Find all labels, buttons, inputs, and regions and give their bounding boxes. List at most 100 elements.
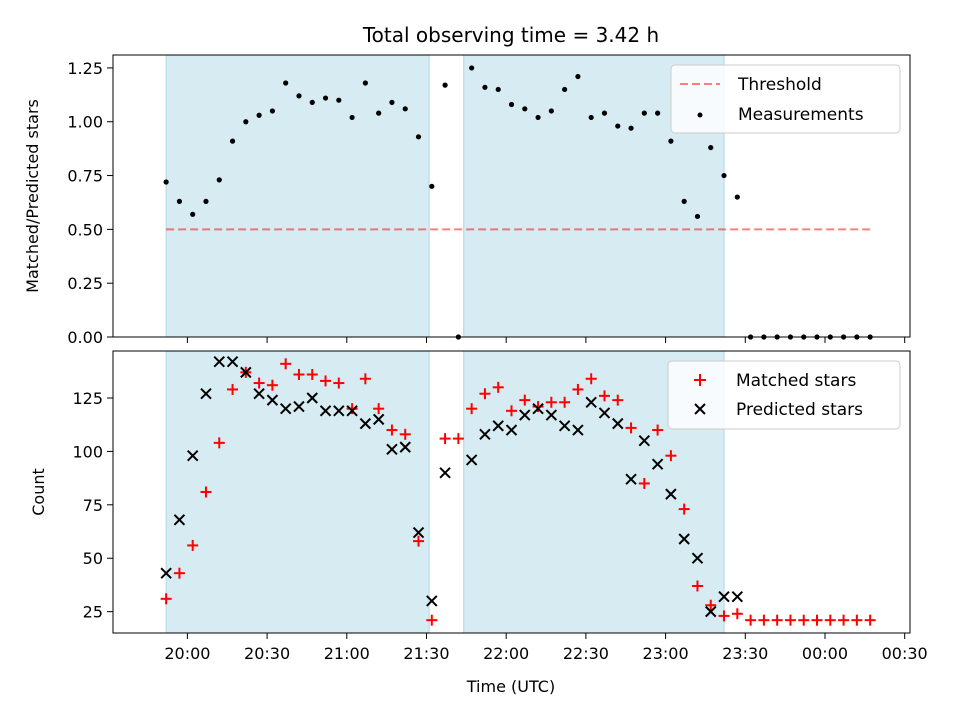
- measurement-point: [429, 183, 435, 189]
- measurement-point: [349, 114, 355, 121]
- predicted-star-point: [412, 526, 425, 539]
- matched-star-point: [784, 614, 796, 626]
- y-tick-label: 100: [72, 442, 103, 461]
- predicted-star-point: [532, 402, 544, 415]
- predicted-star-point: [160, 567, 172, 579]
- shaded-interval: [165, 54, 430, 338]
- bottom-panel: 25 50 75 100 125 20:00 20:30 21:00 21:30 22:00 22…: [29, 350, 928, 663]
- measurement-point: [163, 179, 169, 185]
- predicted-star-point: [678, 533, 690, 545]
- measurement-point: [615, 123, 621, 129]
- legend-predicted-swatch: [694, 403, 706, 415]
- matched-star-point: [824, 614, 836, 626]
- measurement-point: [734, 194, 740, 200]
- predicted-star-point: [319, 405, 332, 417]
- measurement-point: [655, 110, 661, 116]
- predicted-star-point: [651, 458, 664, 470]
- predicted-star-point: [585, 396, 597, 408]
- predicted-star-point: [359, 417, 372, 430]
- legend-measurements-label: Measurements: [738, 105, 864, 125]
- matched-star-point: [585, 373, 597, 385]
- predicted-star-point: [731, 590, 744, 603]
- matched-star-point: [346, 403, 358, 415]
- matched-star-point: [731, 608, 743, 620]
- top-y-axis-label: Matched/Predicted stars: [23, 99, 42, 293]
- measurement-point: [588, 114, 594, 121]
- matched-star-point: [466, 403, 478, 415]
- predicted-star-point: [279, 402, 292, 415]
- top-panel: 0.00 0.25 0.50 0.75 1.00 1.25 Matched/Predict…: [23, 54, 911, 347]
- matched-star-point: [399, 428, 411, 440]
- matched-star-point: [320, 375, 332, 387]
- matched-star-point: [598, 390, 610, 402]
- measurement-point: [694, 213, 701, 220]
- legend-threshold-label: Threshold: [737, 75, 822, 95]
- matched-star-point: [200, 486, 212, 498]
- predicted-star-point: [598, 407, 611, 419]
- x-tick-label: 20:00: [164, 644, 210, 663]
- measurement-point: [575, 73, 581, 80]
- top-legend: Threshold Measurements: [670, 64, 901, 134]
- measurement-point: [721, 172, 727, 179]
- x-tick-label: 23:30: [722, 644, 768, 663]
- matched-star-point: [359, 373, 371, 385]
- predicted-star-point: [333, 405, 345, 417]
- predicted-star-point: [558, 420, 571, 432]
- predicted-star-point: [293, 400, 305, 413]
- x-tick-label: 20:30: [244, 644, 290, 663]
- matched-star-point: [506, 405, 517, 417]
- measurement-point: [482, 84, 488, 90]
- predicted-star-point: [439, 467, 451, 479]
- matched-star-point: [771, 614, 783, 626]
- matched-star-point: [559, 396, 571, 408]
- matched-star-point: [173, 567, 185, 579]
- measurement-point: [203, 198, 209, 204]
- predicted-star-point: [173, 514, 186, 526]
- matched-star-point: [439, 433, 451, 445]
- predicted-star-point: [705, 605, 717, 618]
- y-tick-label: 0.75: [67, 167, 103, 186]
- y-tick-label: 50: [83, 549, 103, 568]
- measurement-point: [495, 86, 501, 93]
- predicted-star-point: [718, 590, 730, 603]
- legend-matched-label: Matched stars: [736, 371, 856, 391]
- predicted-star-point: [572, 424, 584, 436]
- y-tick-label: 75: [83, 496, 103, 515]
- matched-star-point: [293, 369, 305, 380]
- predicted-star-point: [625, 473, 637, 485]
- top-y-axis: 0.00 0.25 0.50 0.75 1.00 1.25: [67, 59, 113, 347]
- matched-star-point: [705, 599, 717, 611]
- measurement-point: [309, 99, 315, 105]
- measurement-point: [628, 125, 634, 131]
- matched-star-point: [519, 394, 531, 406]
- top-shaded-intervals: [165, 54, 725, 338]
- matched-star-point: [532, 401, 544, 413]
- matched-star-point: [638, 477, 650, 489]
- measurement-point: [562, 86, 568, 93]
- matched-star-point: [227, 383, 239, 395]
- x-tick-label: 00:00: [802, 644, 848, 663]
- bottom-y-axis: 25 50 75 100 125: [72, 389, 113, 622]
- predicted-star-point: [346, 405, 358, 417]
- measurement-point: [322, 95, 329, 101]
- matched-star-point: [160, 593, 172, 605]
- predicted-star-point: [665, 488, 677, 500]
- top-axes-frame: [112, 54, 911, 338]
- y-tick-label: 125: [72, 389, 103, 408]
- bottom-axes-frame: [112, 350, 911, 634]
- matched-star-point: [213, 437, 225, 449]
- predicted-star-point: [638, 435, 651, 447]
- measurement-point: [216, 177, 222, 183]
- measurement-point: [269, 108, 275, 114]
- matched-star-point: [851, 614, 863, 626]
- y-tick-label: 0.50: [67, 220, 103, 239]
- matched-star-point: [572, 383, 584, 395]
- matched-star-point: [612, 394, 624, 406]
- measurement-point: [708, 144, 714, 151]
- matched-star-point: [838, 614, 850, 626]
- predicted-star-point: [691, 552, 704, 564]
- measurement-point: [415, 134, 422, 140]
- matched-star-point: [187, 539, 199, 551]
- measurement-point: [522, 106, 528, 112]
- measurement-point: [336, 97, 342, 103]
